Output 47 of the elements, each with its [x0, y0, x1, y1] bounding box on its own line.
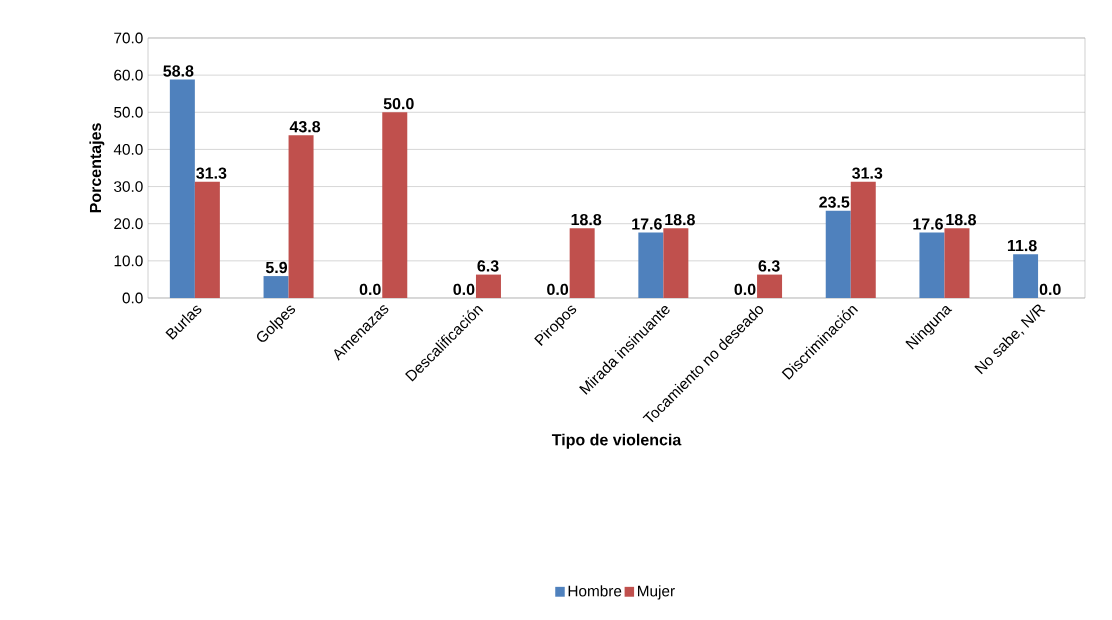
data-label: 23.5 — [819, 196, 850, 208]
y-tick-label: 10.0 — [114, 255, 143, 267]
data-label: 43.8 — [289, 121, 321, 133]
data-label: 0.0 — [1039, 283, 1061, 296]
bar — [169, 79, 195, 298]
bar — [194, 181, 220, 298]
bar — [663, 228, 689, 298]
data-label: 0.0 — [359, 283, 381, 296]
y-tick-label: 0.0 — [122, 292, 143, 304]
y-axis-title: Porcentajes — [89, 123, 105, 213]
legend-label: Mujer — [638, 585, 675, 600]
y-tick-label: 40.0 — [113, 143, 143, 155]
y-tick-label: 60.0 — [114, 69, 143, 81]
data-label: 18.8 — [665, 213, 695, 226]
data-label: 50.0 — [383, 98, 414, 110]
data-label: 6.3 — [477, 260, 499, 272]
bar — [382, 112, 408, 298]
bar — [263, 276, 289, 298]
data-label: 0.0 — [734, 283, 756, 296]
data-label: 11.8 — [1007, 239, 1037, 252]
bar — [850, 181, 876, 298]
y-tick-label: 70.0 — [114, 32, 143, 44]
y-tick-label: 30.0 — [114, 181, 143, 192]
bar — [757, 274, 783, 298]
y-tick-label: 50.0 — [114, 106, 143, 118]
data-label: 58.8 — [163, 65, 194, 77]
legend-label: Hombre — [568, 585, 622, 597]
bar — [569, 228, 595, 298]
data-label: 0.0 — [547, 283, 569, 296]
data-label: 6.3 — [758, 260, 780, 272]
bar — [825, 210, 851, 298]
data-label: 31.3 — [852, 167, 883, 179]
data-label: 31.3 — [196, 167, 227, 179]
bar — [1013, 254, 1039, 298]
data-label: 18.8 — [571, 213, 602, 226]
bar — [475, 274, 501, 298]
data-label: 17.6 — [913, 218, 943, 230]
data-label: 18.8 — [946, 213, 977, 226]
bar — [288, 135, 314, 298]
bar — [944, 228, 970, 298]
data-label: 5.9 — [265, 261, 288, 274]
data-label: 0.0 — [453, 283, 475, 296]
x-axis-title: Tipo de violencia — [551, 433, 682, 449]
bar — [638, 232, 664, 298]
y-tick-label: 20.0 — [114, 218, 143, 230]
data-label: 17.6 — [632, 218, 662, 230]
bar — [919, 232, 945, 298]
